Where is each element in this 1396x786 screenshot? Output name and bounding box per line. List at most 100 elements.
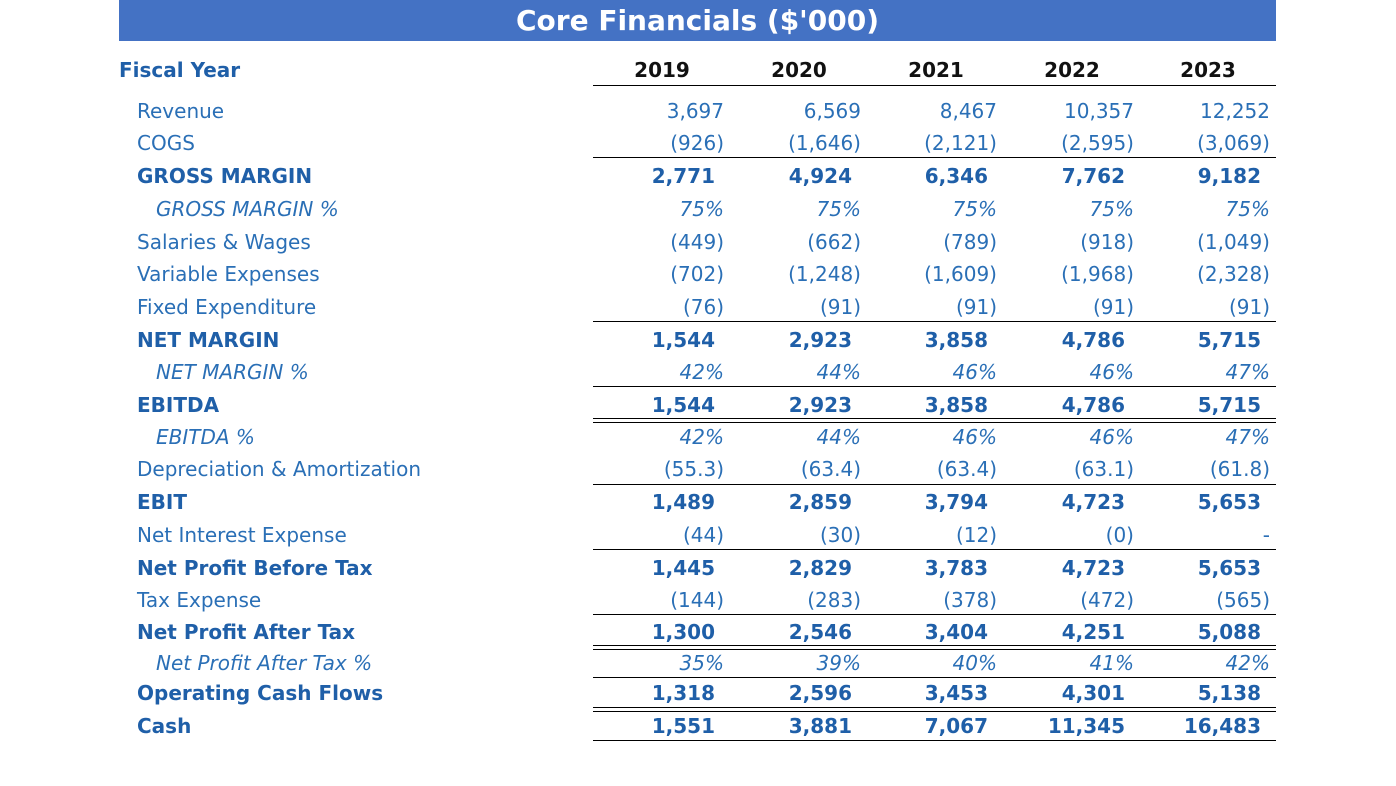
row-label: Net Profit After Tax [137,620,356,644]
value-cell-2022: (0) [1105,523,1134,547]
table-row: Variable Expenses (702) (1,248) (1,609) (1,9… [0,258,1396,291]
value-cell-2021: 8,467 [939,99,997,123]
value-cell-2019: (926) [670,131,724,155]
value-cell-2021: (1,609) [924,262,997,286]
rule-below-ebitda-1 [593,418,1276,419]
value-cell-2022: 7,762 [1061,164,1125,188]
value-cell-2023: 5,653 [1197,490,1261,514]
value-cell-2020: 2,859 [788,490,852,514]
value-cell-2023: 47% [1225,360,1270,384]
value-cell-2021: (91) [955,295,997,319]
value-cell-2021: 46% [952,425,997,449]
value-cell-2021: 40% [952,651,997,675]
value-cell-2022: (1,968) [1061,262,1134,286]
rule-above-ocf [593,677,1276,678]
row-label: Depreciation & Amortization [137,457,422,481]
value-cell-2021: 3,858 [924,393,988,417]
value-cell-2019: (702) [670,262,724,286]
value-cell-2022: 41% [1089,651,1134,675]
value-cell-2020: 2,923 [788,328,852,352]
row-label: Net Profit After Tax % [156,651,373,675]
value-cell-2021: 3,404 [924,620,988,644]
value-cell-2020: 44% [816,425,861,449]
table-row: NET MARGIN % 42% 44% 46% 46% 47% [0,356,1396,389]
value-cell-2022: (2,595) [1061,131,1134,155]
table-row: Cash 1,551 3,881 7,067 11,345 16,483 [0,710,1396,743]
row-label: Cash [137,714,192,738]
row-label: Fixed Expenditure [137,295,317,319]
value-cell-2020: 39% [816,651,861,675]
value-cell-2023: 5,715 [1197,393,1261,417]
table-row: Salaries & Wages (449) (662) (789) (918) (1,0… [0,226,1396,259]
value-cell-2022: 4,786 [1061,328,1125,352]
value-cell-2019: (449) [670,230,724,254]
value-cell-2023: - [1262,523,1270,547]
value-cell-2021: (378) [943,588,997,612]
value-cell-2021: 3,453 [924,681,988,705]
value-cell-2023: 5,653 [1197,556,1261,580]
row-label: COGS [137,131,195,155]
value-cell-2023: 5,138 [1197,681,1261,705]
row-label: Net Interest Expense [137,523,347,547]
table-row: Revenue 3,697 6,569 8,467 10,357 12,252 [0,95,1396,128]
value-cell-2020: 75% [816,197,861,221]
rule-above-net-margin [593,321,1276,322]
value-cell-2020: (63.4) [800,457,861,481]
value-cell-2022: 10,357 [1064,99,1134,123]
value-cell-2023: 12,252 [1200,99,1270,123]
value-cell-2020: 4,924 [788,164,852,188]
table-row: NET MARGIN 1,544 2,923 3,858 4,786 5,715 [0,324,1396,357]
row-label: EBITDA [137,393,220,417]
value-cell-2023: (61.8) [1209,457,1270,481]
value-cell-2020: 2,829 [788,556,852,580]
row-label: Operating Cash Flows [137,681,384,705]
value-cell-2020: 6,569 [803,99,861,123]
rule-below-npat-2 [593,649,1276,650]
table-row: Operating Cash Flows 1,318 2,596 3,453 4,301… [0,677,1396,710]
value-cell-2019: 1,489 [651,490,715,514]
value-cell-2022: 46% [1089,360,1134,384]
value-cell-2019: 3,697 [666,99,724,123]
row-label: Revenue [137,99,225,123]
value-cell-2023: (1,049) [1197,230,1270,254]
value-cell-2023: 5,715 [1197,328,1261,352]
rule-bottom [593,740,1276,741]
row-label: Salaries & Wages [137,230,311,254]
value-cell-2023: (3,069) [1197,131,1270,155]
value-cell-2019: (144) [670,588,724,612]
value-cell-2021: 6,346 [924,164,988,188]
value-cell-2019: 35% [679,651,724,675]
value-cell-2019: (44) [682,523,724,547]
table-row: GROSS MARGIN % 75% 75% 75% 75% 75% [0,193,1396,226]
table-row: Depreciation & Amortization (55.3) (63.4) (… [0,453,1396,486]
value-cell-2022: 4,301 [1061,681,1125,705]
value-cell-2019: 42% [679,360,724,384]
value-cell-2019: 75% [679,197,724,221]
rule-above-npbt [593,549,1276,550]
rule-above-ebit [593,484,1276,485]
row-label: NET MARGIN [137,328,280,352]
value-cell-2023: 5,088 [1197,620,1261,644]
rule-above-gross-margin [593,157,1276,158]
row-label: Tax Expense [137,588,262,612]
value-cell-2023: 9,182 [1197,164,1261,188]
value-cell-2020: 2,546 [788,620,852,644]
table-row: Fixed Expenditure (76) (91) (91) (91) (91) [0,291,1396,324]
table-row: EBITDA % 42% 44% 46% 46% 47% [0,421,1396,454]
table-row: EBITDA 1,544 2,923 3,858 4,786 5,715 [0,389,1396,422]
value-cell-2019: 1,544 [651,328,715,352]
value-cell-2022: 75% [1089,197,1134,221]
fiscal-year-label: Fiscal Year [119,58,241,82]
row-label: Variable Expenses [137,262,320,286]
rule-below-npat-1 [593,645,1276,646]
table-row: Net Profit After Tax 1,300 2,546 3,404 4,251… [0,616,1396,649]
value-cell-2020: 3,881 [788,714,852,738]
value-cell-2020: (283) [807,588,861,612]
year-header-2019: 2019 [634,58,690,82]
value-cell-2019: (76) [682,295,724,319]
value-cell-2021: 3,783 [924,556,988,580]
value-cell-2020: (30) [819,523,861,547]
table-row: Net Profit Before Tax 1,445 2,829 3,783 4,72… [0,552,1396,585]
value-cell-2021: (12) [955,523,997,547]
table-row: Tax Expense (144) (283) (378) (472) (565) [0,584,1396,617]
